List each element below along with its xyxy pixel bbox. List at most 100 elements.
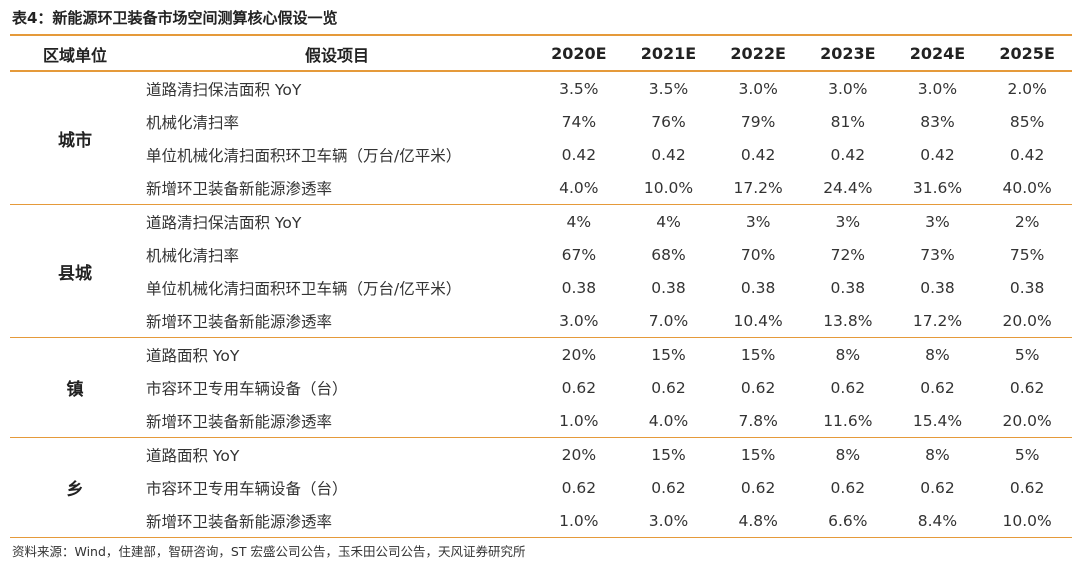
table-row: 新增环卫装备新能源渗透率 3.0% 7.0% 10.4% 13.8% 17.2% 20.0%	[10, 304, 1072, 338]
value-cell: 0.38	[1009, 278, 1045, 297]
header-year: 2025E	[982, 37, 1072, 72]
value-cell: 76%	[651, 112, 686, 131]
item-cell: 道路清扫保洁面积 YoY	[146, 213, 302, 232]
item-cell: 新增环卫装备新能源渗透率	[140, 504, 535, 538]
value-cell: 20.0%	[982, 404, 1072, 438]
value-cell: 11.6%	[802, 404, 893, 438]
header-row: 区域单位 假设项目 2020E 2021E 2022E 2023E 2024E …	[10, 37, 1072, 72]
value-cell: 3.0%	[917, 79, 958, 98]
table-row: 市容环卫专用车辆设备（台） 0.62 0.62 0.62 0.62 0.62 0.62	[10, 471, 1072, 504]
value-cell: 2%	[1014, 212, 1040, 231]
value-cell: 5%	[1014, 345, 1040, 364]
value-cell: 4%	[656, 212, 681, 231]
item-cell: 机械化清扫率	[146, 113, 240, 132]
value-cell: 3%	[745, 212, 771, 231]
value-cell: 8%	[925, 345, 950, 364]
value-cell: 73%	[920, 245, 955, 264]
header-year: 2022E	[713, 37, 803, 72]
value-cell: 7.8%	[713, 404, 803, 438]
value-cell: 15%	[651, 445, 686, 464]
value-cell: 0.42	[651, 145, 686, 164]
value-cell: 74%	[561, 112, 597, 131]
value-cell: 15.4%	[892, 404, 983, 438]
value-cell: 15%	[651, 345, 686, 364]
value-cell: 15%	[740, 445, 776, 464]
item-cell: 市容环卫专用车辆设备（台）	[146, 479, 348, 498]
value-cell: 17.2%	[713, 171, 803, 205]
value-cell: 3%	[925, 212, 950, 231]
region-cell: 城市	[10, 71, 140, 205]
table-row: 乡道路面积 YoY 20% 15% 15% 8% 8% 5%	[10, 437, 1072, 538]
value-cell: 3.0%	[623, 504, 714, 538]
value-cell: 4.8%	[713, 504, 803, 538]
value-cell: 0.62	[1009, 478, 1045, 497]
value-cell: 15%	[740, 345, 776, 364]
value-cell: 0.42	[1009, 145, 1045, 164]
table-row: 新增环卫装备新能源渗透率 4.0% 10.0% 17.2% 24.4% 31.6% 40.0…	[10, 171, 1072, 205]
value-cell: 4.0%	[534, 171, 624, 205]
value-cell: 81%	[830, 112, 866, 131]
table-row: 市容环卫专用车辆设备（台） 0.62 0.62 0.62 0.62 0.62 0.62	[10, 371, 1072, 404]
table-row: 机械化清扫率 67% 68% 70% 72% 73% 75%	[10, 238, 1072, 271]
value-cell: 0.62	[561, 378, 597, 397]
value-cell: 0.38	[830, 278, 866, 297]
value-cell: 67%	[561, 245, 597, 264]
value-cell: 0.62	[740, 378, 776, 397]
header-year: 2023E	[802, 37, 893, 72]
value-cell: 0.42	[830, 145, 866, 164]
value-cell: 0.62	[830, 478, 866, 497]
item-cell: 机械化清扫率	[146, 246, 240, 265]
value-cell: 8%	[925, 445, 950, 464]
value-cell: 2.0%	[1007, 79, 1047, 98]
item-cell: 新增环卫装备新能源渗透率	[140, 171, 535, 205]
table-title: 表4：新能源环卫装备市场空间测算核心假设一览	[12, 9, 338, 27]
item-cell: 单位机械化清扫面积环卫车辆（万台/亿平米）	[146, 279, 462, 298]
value-cell: 0.62	[651, 378, 686, 397]
region-cell: 镇	[10, 337, 140, 438]
table-row: 城市 道路清扫保洁面积 YoY 3.5% 3.5% 3.0% 3.0% 3.0% 2.0%	[10, 71, 1072, 205]
header-year: 2021E	[623, 37, 714, 72]
item-cell: 道路面积 YoY	[146, 346, 240, 365]
value-cell: 0.38	[561, 278, 597, 297]
value-cell: 10.4%	[713, 304, 803, 338]
table-row: 机械化清扫率 74% 76% 79% 81% 83% 85%	[10, 105, 1072, 138]
value-cell: 3.0%	[828, 79, 868, 98]
value-cell: 0.42	[920, 145, 955, 164]
value-cell: 0.42	[561, 145, 597, 164]
value-cell: 7.0%	[623, 304, 714, 338]
value-cell: 4%	[566, 212, 592, 231]
value-cell: 3%	[835, 212, 861, 231]
table-row: 新增环卫装备新能源渗透率 1.0% 4.0% 7.8% 11.6% 15.4% 20.0%	[10, 404, 1072, 438]
item-cell: 新增环卫装备新能源渗透率	[140, 304, 535, 338]
value-cell: 20.0%	[982, 304, 1072, 338]
value-cell: 20%	[561, 345, 597, 364]
value-cell: 0.62	[920, 378, 955, 397]
value-cell: 1.0%	[534, 504, 624, 538]
value-cell: 24.4%	[802, 171, 893, 205]
value-cell: 1.0%	[534, 404, 624, 438]
value-cell: 40.0%	[982, 171, 1072, 205]
region-cell: 乡	[10, 437, 140, 538]
region-cell: 县城	[10, 204, 140, 338]
value-cell: 0.38	[740, 278, 776, 297]
value-cell: 0.38	[651, 278, 686, 297]
value-cell: 85%	[1009, 112, 1045, 131]
value-cell: 3.0%	[534, 304, 624, 338]
value-cell: 70%	[740, 245, 776, 264]
header-year: 2024E	[892, 37, 983, 72]
value-cell: 0.62	[651, 478, 686, 497]
top-divider	[10, 34, 1072, 36]
value-cell: 79%	[740, 112, 776, 131]
table-row: 单位机械化清扫面积环卫车辆（万台/亿平米） 0.42 0.42 0.42 0.42 0.4…	[10, 138, 1072, 171]
value-cell: 0.62	[830, 378, 866, 397]
value-cell: 6.6%	[802, 504, 893, 538]
value-cell: 3.5%	[648, 79, 689, 98]
value-cell: 8%	[835, 345, 861, 364]
value-cell: 10.0%	[623, 171, 714, 205]
table-row: 镇道路面积 YoY 20% 15% 15% 8% 8% 5%	[10, 337, 1072, 438]
value-cell: 0.62	[561, 478, 597, 497]
item-cell: 道路清扫保洁面积 YoY	[146, 80, 302, 99]
table-row: 单位机械化清扫面积环卫车辆（万台/亿平米） 0.38 0.38 0.38 0.38 0.3…	[10, 271, 1072, 304]
value-cell: 75%	[1009, 245, 1045, 264]
header-year: 2020E	[534, 37, 624, 72]
